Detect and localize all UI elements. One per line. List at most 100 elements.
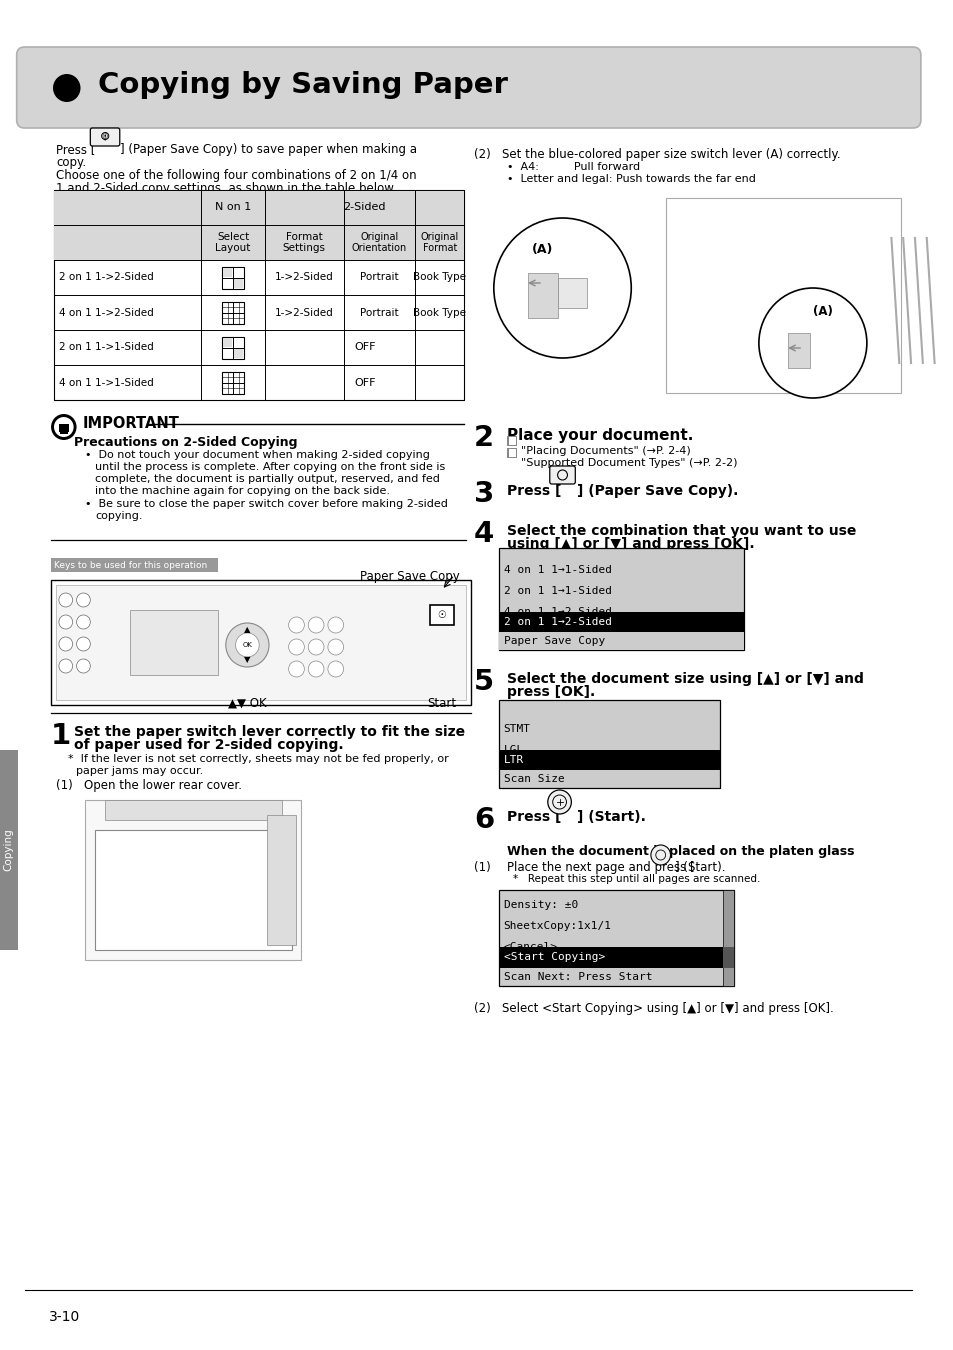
Text: OFF: OFF bbox=[354, 378, 375, 387]
Bar bbox=[506, 436, 517, 446]
Text: ] (Paper Save Copy) to save paper when making a: ] (Paper Save Copy) to save paper when m… bbox=[120, 143, 416, 157]
Text: LGL: LGL bbox=[503, 745, 523, 755]
Text: ▲: ▲ bbox=[244, 625, 251, 634]
Text: Start: Start bbox=[427, 697, 456, 710]
Text: Density: ±0: Density: ±0 bbox=[503, 900, 578, 910]
Text: 2-Sided: 2-Sided bbox=[343, 202, 386, 212]
Circle shape bbox=[59, 637, 72, 651]
Bar bbox=[498, 751, 719, 769]
Text: Precautions on 2-Sided Copying: Precautions on 2-Sided Copying bbox=[73, 436, 296, 450]
Bar bbox=[478, 188, 910, 404]
Text: Press [: Press [ bbox=[56, 143, 95, 157]
Text: "Supported Document Types" (→P. 2-2): "Supported Document Types" (→P. 2-2) bbox=[520, 458, 737, 468]
Bar bbox=[498, 548, 743, 649]
FancyBboxPatch shape bbox=[91, 128, 120, 146]
Text: complete, the document is partially output, reserved, and fed: complete, the document is partially outp… bbox=[95, 474, 439, 485]
Bar bbox=[56, 585, 466, 701]
Circle shape bbox=[59, 659, 72, 674]
Text: (1)   Open the lower rear cover.: (1) Open the lower rear cover. bbox=[56, 779, 242, 792]
Bar bbox=[54, 190, 464, 225]
Circle shape bbox=[289, 662, 304, 676]
Text: using [▲] or [▼] and press [OK].: using [▲] or [▼] and press [OK]. bbox=[506, 537, 754, 551]
Bar bbox=[506, 448, 517, 458]
Text: 2 on 1 1->1-Sided: 2 on 1 1->1-Sided bbox=[59, 343, 153, 352]
Text: *   Repeat this step until all pages are scanned.: * Repeat this step until all pages are s… bbox=[513, 873, 760, 884]
Text: 6: 6 bbox=[474, 806, 494, 834]
Bar bbox=[498, 890, 734, 986]
Text: ☉: ☉ bbox=[436, 610, 446, 620]
Text: ▲▼ OK: ▲▼ OK bbox=[228, 697, 267, 710]
Text: Press [: Press [ bbox=[506, 485, 560, 498]
Circle shape bbox=[76, 593, 91, 608]
Text: IMPORTANT: IMPORTANT bbox=[82, 417, 179, 432]
Text: 3: 3 bbox=[474, 481, 494, 508]
Bar bbox=[95, 830, 292, 950]
Text: Keys to be used for this operation: Keys to be used for this operation bbox=[54, 560, 207, 570]
Circle shape bbox=[226, 622, 269, 667]
Bar bbox=[430, 605, 453, 625]
Bar bbox=[787, 333, 809, 369]
Circle shape bbox=[308, 617, 324, 633]
Text: copy.: copy. bbox=[56, 157, 86, 169]
Bar bbox=[508, 437, 516, 446]
Text: 1->2-Sided: 1->2-Sided bbox=[274, 308, 334, 317]
FancyBboxPatch shape bbox=[549, 466, 575, 485]
Bar bbox=[498, 701, 719, 788]
Bar bbox=[233, 278, 243, 288]
Bar bbox=[0, 751, 18, 950]
Text: 1->2-Sided: 1->2-Sided bbox=[274, 273, 334, 282]
Text: 1 and 2-Sided copy settings, as shown in the table below.: 1 and 2-Sided copy settings, as shown in… bbox=[56, 182, 396, 194]
Text: Select the combination that you want to use: Select the combination that you want to … bbox=[506, 524, 855, 539]
Text: STMT: STMT bbox=[503, 724, 530, 734]
Text: Format
Settings: Format Settings bbox=[282, 232, 326, 254]
Text: •  A4:          Pull forward: • A4: Pull forward bbox=[506, 162, 639, 171]
Text: Scan Size: Scan Size bbox=[503, 774, 564, 784]
Circle shape bbox=[51, 414, 76, 440]
Text: (1): (1) bbox=[474, 861, 491, 873]
Circle shape bbox=[494, 217, 631, 358]
Text: Scan Next: Press Start: Scan Next: Press Start bbox=[503, 972, 652, 981]
Circle shape bbox=[76, 637, 91, 651]
Text: •  Be sure to close the paper switch cover before making 2-sided: • Be sure to close the paper switch cove… bbox=[86, 500, 448, 509]
Text: When the document is placed on the platen glass: When the document is placed on the plate… bbox=[506, 845, 853, 859]
Text: ] (Paper Save Copy).: ] (Paper Save Copy). bbox=[577, 485, 738, 498]
Text: "Placing Documents" (→P. 2-4): "Placing Documents" (→P. 2-4) bbox=[520, 446, 690, 456]
Text: Place the next page and press [: Place the next page and press [ bbox=[506, 861, 694, 873]
Text: Paper Save Copy: Paper Save Copy bbox=[359, 570, 459, 583]
Circle shape bbox=[758, 288, 866, 398]
Bar bbox=[267, 815, 296, 945]
Bar bbox=[498, 612, 743, 632]
Text: 3-10: 3-10 bbox=[49, 1310, 80, 1324]
Bar bbox=[59, 424, 69, 432]
Bar bbox=[222, 266, 244, 289]
Text: LTR: LTR bbox=[503, 755, 523, 765]
Text: 2 on 1 1->2-Sided: 2 on 1 1->2-Sided bbox=[59, 273, 153, 282]
Bar bbox=[223, 278, 232, 288]
Text: Paper Save Copy: Paper Save Copy bbox=[503, 636, 604, 647]
Bar bbox=[86, 801, 301, 960]
Circle shape bbox=[308, 662, 324, 676]
Circle shape bbox=[328, 639, 343, 655]
Text: N on 1: N on 1 bbox=[214, 202, 251, 212]
Bar bbox=[558, 278, 586, 308]
Text: of paper used for 2-sided copying.: of paper used for 2-sided copying. bbox=[73, 738, 343, 752]
Text: (A): (A) bbox=[532, 243, 553, 256]
Text: Portrait: Portrait bbox=[359, 308, 398, 317]
Text: press [OK].: press [OK]. bbox=[506, 684, 595, 699]
Circle shape bbox=[289, 639, 304, 655]
Text: until the process is complete. After copying on the front side is: until the process is complete. After cop… bbox=[95, 462, 445, 472]
Text: •  Do not touch your document when making 2-sided copying: • Do not touch your document when making… bbox=[86, 450, 430, 460]
Text: Copying by Saving Paper: Copying by Saving Paper bbox=[98, 72, 508, 99]
Text: Copying: Copying bbox=[4, 829, 14, 871]
Text: ] (Start).: ] (Start). bbox=[675, 861, 725, 873]
Circle shape bbox=[308, 639, 324, 655]
Text: Press [: Press [ bbox=[506, 810, 560, 824]
Text: 4: 4 bbox=[474, 520, 494, 548]
Bar bbox=[665, 198, 901, 393]
FancyBboxPatch shape bbox=[16, 47, 920, 128]
Circle shape bbox=[289, 617, 304, 633]
Bar bbox=[222, 301, 244, 324]
Bar bbox=[60, 431, 68, 433]
Text: (A): (A) bbox=[812, 305, 832, 319]
Bar bbox=[233, 267, 243, 277]
